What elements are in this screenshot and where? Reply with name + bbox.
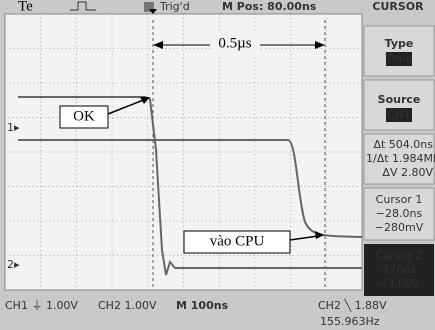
position: M Pos: 80.00ns (222, 0, 317, 13)
timebase: M 100ns (176, 299, 229, 312)
ch2-marker: 2▸ (7, 258, 20, 271)
type-label: Type (385, 37, 414, 50)
type-panel (364, 26, 434, 76)
cursor1-volt: −280mV (375, 221, 424, 234)
ok-label: OK (73, 108, 95, 124)
cursor1-label: Cursor 1 (376, 193, 423, 206)
cursor2-volt: −3.08V (378, 277, 420, 290)
cursor2-time: 476ns (382, 263, 416, 276)
type-value: Time (385, 52, 413, 65)
frequency: 155.963Hz (320, 315, 380, 328)
cpu-label: vào CPU (210, 233, 265, 249)
menu-title: CURSOR (372, 0, 424, 13)
oscilloscope-screen: Te Trig'd M Pos: 80.00ns CURSOR 0.5µs OK… (0, 0, 435, 330)
interval-label: 0.5µs (218, 35, 251, 51)
inv-delta-t: 1/Δt 1.984MHz (366, 152, 435, 165)
source-value: CH1 (388, 108, 411, 121)
delta-v: ΔV 2.80V (382, 166, 433, 179)
trigger-status: Trig'd (159, 0, 190, 13)
cursor1-time: −28.0ns (376, 207, 423, 220)
source-label: Source (378, 93, 421, 106)
cursor2-label: Cursor 2 (376, 249, 423, 262)
channel-label: Te (18, 0, 33, 14)
ch2-scale: CH2 1.00V (98, 299, 157, 312)
ch1-marker: 1▸ (7, 121, 20, 134)
delta-t: Δt 504.0ns (373, 138, 433, 151)
trigger-level: CH2 ╲ 1.88V (318, 298, 387, 312)
ch1-scale: CH1 ⏚ 1.00V (5, 299, 78, 312)
